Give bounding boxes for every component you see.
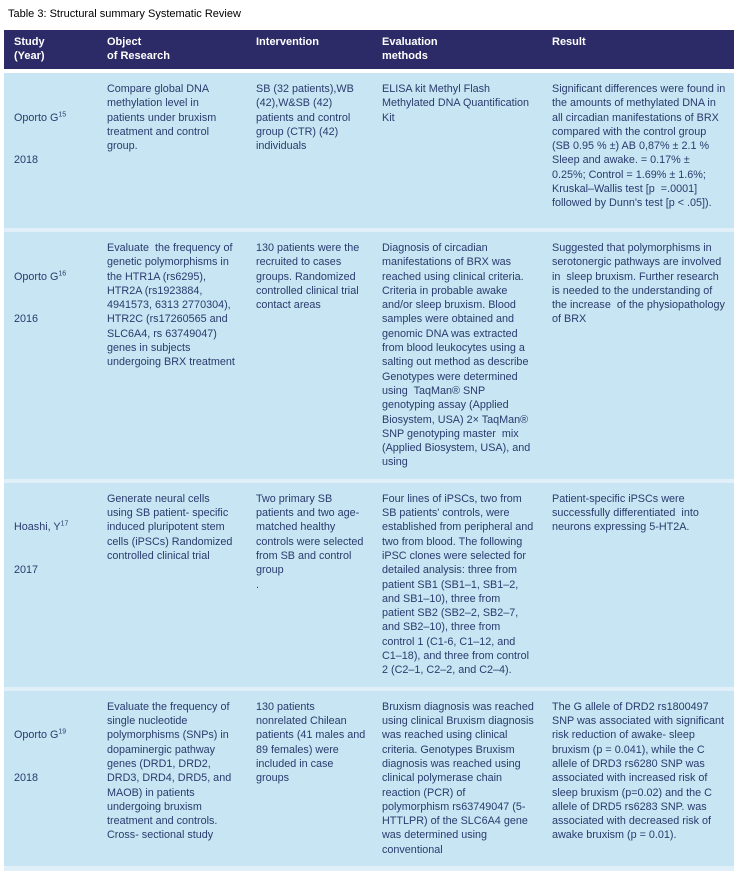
intervention-cell: 130 patients nonrelated Chilean patients…: [256, 700, 369, 785]
intervention-cell: 130 patients were the recruited to cases…: [256, 242, 363, 312]
evaluation-cell: Diagnosis of circadian manifestations of…: [382, 242, 534, 469]
object-cell: Evaluate the frequency of single nucleot…: [107, 700, 235, 842]
header-result: Result: [552, 36, 586, 48]
study-name: Oporto G19: [14, 728, 89, 742]
header-evaluation: Evaluation methods: [382, 36, 438, 62]
table-body: Oporto G15 2018 Compare global DNA methy…: [4, 73, 734, 872]
header-intervention: Intervention: [256, 36, 319, 48]
systematic-review-table: Study (Year) Object of Research Interven…: [4, 30, 734, 872]
intervention-cell: SB (32 patients),WB (42),W&SB (42) patie…: [256, 83, 357, 153]
study-author: Hoashi, Y: [14, 521, 61, 534]
result-cell: Patient-specific iPSCs were successfully…: [552, 492, 702, 534]
result-cell: Suggested that polymorphisms in serotone…: [552, 242, 728, 326]
object-cell: Generate neural cells using SB patient- …: [107, 492, 236, 562]
reference-superscript: 15: [58, 111, 67, 118]
study-name: Hoashi, Y17: [14, 520, 89, 534]
reference-superscript: 19: [58, 728, 67, 736]
header-object: Object of Research: [107, 36, 170, 62]
result-cell: The G allele of DRD2 rs1800497 SNP was a…: [552, 700, 728, 842]
table-row: Oporto G16 2016 Evaluate the frequency o…: [4, 232, 734, 479]
reference-superscript: 17: [60, 520, 69, 528]
table-caption: Table 3: Structural summary Systematic R…: [8, 8, 241, 20]
table-row: Hoashi, Y17 2017 Generate neural cells u…: [4, 482, 734, 687]
study-cell: Hoashi, Y17 2017: [4, 483, 97, 687]
table-row: Oporto G15 2018 Compare global DNA methy…: [4, 73, 734, 228]
object-cell: Evaluate the frequency of genetic polymo…: [107, 242, 236, 369]
table-row: Oporto G19 2018 Evaluate the frequency o…: [4, 690, 734, 867]
evaluation-cell: ELISA kit Methyl Flash Methylated DNA Qu…: [382, 83, 533, 124]
evaluation-cell: Four lines of iPSCs, two from SB patient…: [382, 492, 537, 677]
reference-superscript: 16: [58, 270, 67, 277]
table-header-row: Study (Year) Object of Research Interven…: [4, 30, 734, 69]
study-cell: Oporto G15 2018: [4, 73, 97, 228]
study-year: 2016: [14, 313, 39, 326]
study-author: Oporto G: [14, 270, 59, 283]
header-study: Study (Year): [14, 36, 45, 62]
study-author: Oporto G: [14, 729, 59, 742]
result-cell: Significant differences were found in th…: [552, 83, 729, 210]
page: Table 3: Structural summary Systematic R…: [4, 8, 734, 872]
study-name: Oporto G15: [14, 111, 89, 125]
evaluation-cell: Bruxism diagnosis was reached using clin…: [382, 700, 537, 856]
object-cell: Compare global DNA methylation level in …: [107, 83, 220, 153]
study-cell: Oporto G19 2018: [4, 691, 97, 866]
study-cell: Oporto G16 2016: [4, 232, 97, 479]
study-year: 2017: [14, 564, 39, 577]
study-name: Oporto G16: [14, 270, 89, 284]
study-author: Oporto G: [14, 111, 59, 124]
study-year: 2018: [14, 772, 39, 785]
intervention-cell: Two primary SB patients and two age- mat…: [256, 492, 364, 591]
study-year: 2018: [14, 154, 39, 167]
